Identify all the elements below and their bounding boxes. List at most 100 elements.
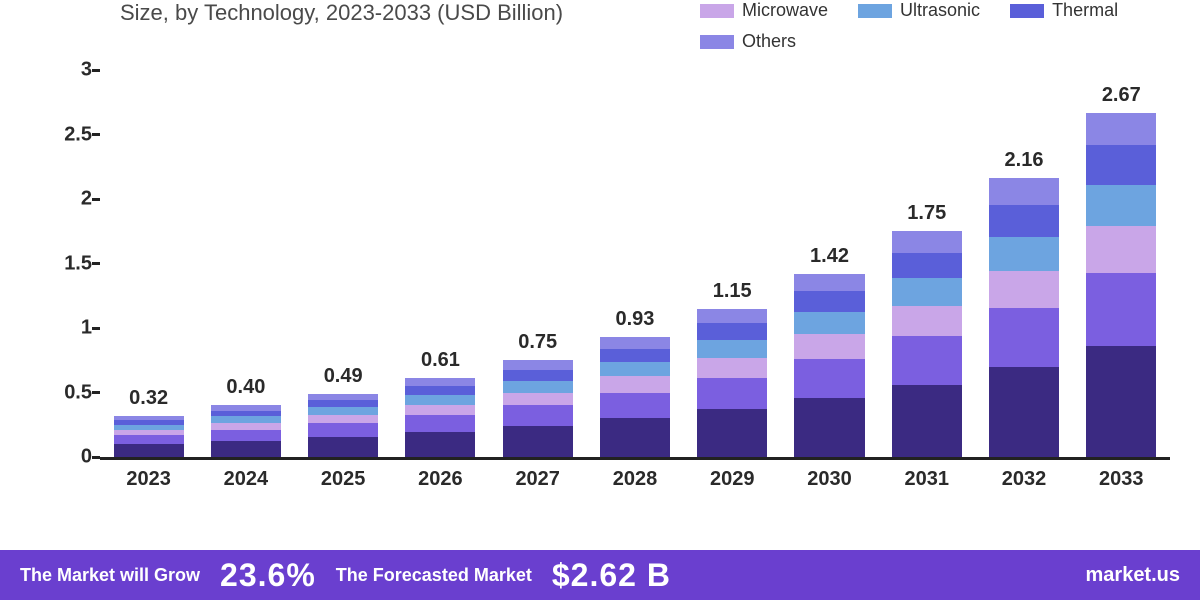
bar-segment-lilac <box>600 337 670 349</box>
bar-segment-blue <box>989 237 1059 271</box>
x-tick-label: 2032 <box>975 460 1072 500</box>
legend-swatch <box>1010 4 1044 18</box>
bar-segment-indigo <box>1086 145 1156 185</box>
bar-segment-pink <box>697 358 767 378</box>
bar-segment-pink <box>989 271 1059 308</box>
bar-segment-mid <box>892 336 962 384</box>
bar-slot: 2.67 <box>1073 70 1170 457</box>
bar-slot: 2.16 <box>975 70 1072 457</box>
bar-stack <box>600 70 670 457</box>
bar-total-label: 0.93 <box>615 308 654 331</box>
y-tick-label: 0 <box>81 446 92 469</box>
bar-segment-mid <box>211 430 281 441</box>
y-tick-label: 2.5 <box>64 123 92 146</box>
bar-segment-pink <box>211 423 281 430</box>
bar-segment-indigo <box>697 323 767 340</box>
bar-segment-indigo <box>989 205 1059 237</box>
bar-stack <box>308 70 378 457</box>
grow-label: The Market will Grow <box>20 565 200 586</box>
bar-total-label: 0.32 <box>129 387 168 410</box>
bar-segment-mid <box>1086 273 1156 347</box>
y-tick-mark <box>92 198 100 201</box>
x-tick-label: 2030 <box>781 460 878 500</box>
x-tick-label: 2031 <box>878 460 975 500</box>
legend-swatch <box>700 4 734 18</box>
bar-segment-dark <box>114 444 184 457</box>
legend-item: Others <box>700 31 796 52</box>
x-tick-label: 2023 <box>100 460 197 500</box>
x-tick-label: 2027 <box>489 460 586 500</box>
y-tick-label: 1 <box>81 317 92 340</box>
bar-total-label: 1.42 <box>810 245 849 268</box>
bar-segment-indigo <box>892 253 962 279</box>
bar-segment-dark <box>1086 346 1156 457</box>
bar-segment-dark <box>794 398 864 457</box>
legend-swatch <box>700 35 734 49</box>
bar-stack <box>989 70 1059 457</box>
bar-total-label: 1.15 <box>713 280 752 303</box>
bar-segment-blue <box>405 395 475 405</box>
bar-segment-pink <box>892 306 962 336</box>
bar-segment-dark <box>600 418 670 457</box>
bar-container: 0.320.400.490.610.750.931.151.421.752.16… <box>100 70 1170 457</box>
bar-segment-mid <box>308 423 378 437</box>
brand-logo: market.us <box>1086 564 1181 587</box>
chart-subtitle: Size, by Technology, 2023-2033 (USD Bill… <box>120 0 700 26</box>
bar-stack <box>892 70 962 457</box>
bar-stack <box>405 70 475 457</box>
bar-segment-pink <box>600 376 670 392</box>
bar-segment-lilac <box>405 378 475 386</box>
y-tick-label: 0.5 <box>64 381 92 404</box>
bar-slot: 1.75 <box>878 70 975 457</box>
bar-segment-lilac <box>892 231 962 252</box>
bar-segment-pink <box>308 415 378 423</box>
bar-segment-dark <box>503 426 573 457</box>
chart-area: 00.511.522.53 0.320.400.490.610.750.931.… <box>80 60 1170 500</box>
bar-segment-blue <box>697 340 767 358</box>
bar-segment-dark <box>405 432 475 457</box>
bar-segment-blue <box>308 407 378 415</box>
bar-slot: 0.32 <box>100 70 197 457</box>
y-tick-label: 3 <box>81 59 92 82</box>
x-tick-label: 2025 <box>295 460 392 500</box>
footer-banner: The Market will Grow 23.6% The Forecaste… <box>0 550 1200 600</box>
bar-segment-mid <box>503 405 573 426</box>
legend-item: Ultrasonic <box>858 0 980 21</box>
bar-stack <box>1086 70 1156 457</box>
bar-segment-dark <box>697 409 767 457</box>
bar-segment-pink <box>1086 226 1156 272</box>
x-tick-label: 2028 <box>586 460 683 500</box>
bar-segment-lilac <box>697 309 767 323</box>
legend-label: Microwave <box>742 0 828 21</box>
legend-label: Ultrasonic <box>900 0 980 21</box>
bar-segment-blue <box>1086 185 1156 226</box>
bar-slot: 0.93 <box>586 70 683 457</box>
y-tick-label: 2 <box>81 188 92 211</box>
bar-stack <box>697 70 767 457</box>
bar-segment-mid <box>989 308 1059 367</box>
bar-segment-lilac <box>989 178 1059 204</box>
bar-slot: 0.40 <box>197 70 294 457</box>
bar-segment-dark <box>989 367 1059 457</box>
bar-total-label: 1.75 <box>907 202 946 225</box>
bar-segment-blue <box>892 278 962 306</box>
bar-total-label: 2.67 <box>1102 84 1141 107</box>
legend-swatch <box>858 4 892 18</box>
forecast-label: The Forecasted Market <box>336 565 532 586</box>
bar-stack <box>503 70 573 457</box>
x-tick-label: 2033 <box>1073 460 1170 500</box>
bar-segment-lilac <box>503 360 573 370</box>
x-tick-label: 2024 <box>197 460 294 500</box>
y-tick-mark <box>92 262 100 265</box>
bar-segment-indigo <box>308 400 378 407</box>
y-tick-mark <box>92 327 100 330</box>
bar-segment-mid <box>600 393 670 419</box>
bar-segment-dark <box>211 441 281 457</box>
y-tick-label: 1.5 <box>64 252 92 275</box>
bar-segment-pink <box>794 334 864 359</box>
bar-segment-indigo <box>794 291 864 312</box>
plot: 00.511.522.53 0.320.400.490.610.750.931.… <box>100 70 1170 460</box>
bar-segment-indigo <box>503 370 573 381</box>
bar-segment-dark <box>308 437 378 457</box>
legend: MicrowaveUltrasonicThermalOthers <box>700 0 1180 52</box>
